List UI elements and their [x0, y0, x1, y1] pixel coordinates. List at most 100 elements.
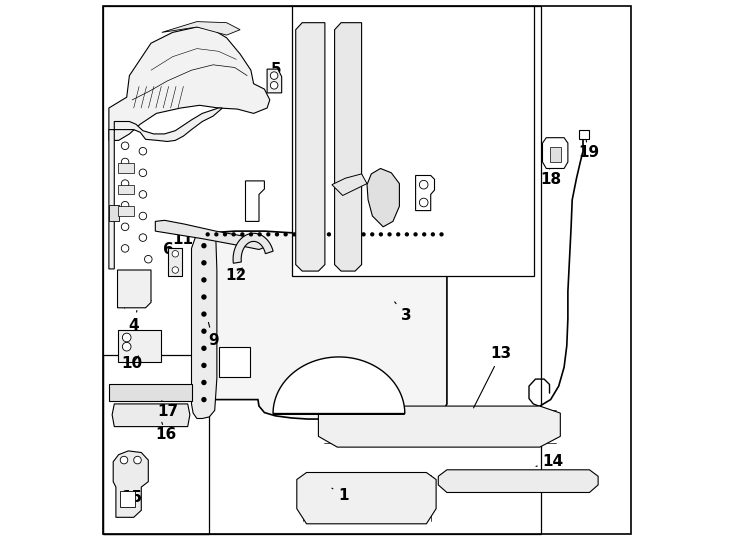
Polygon shape	[117, 270, 151, 308]
Polygon shape	[117, 330, 161, 362]
Circle shape	[121, 223, 129, 231]
Circle shape	[201, 363, 206, 368]
Polygon shape	[156, 220, 264, 249]
Text: 9: 9	[208, 322, 219, 348]
Polygon shape	[112, 404, 190, 427]
Circle shape	[201, 243, 206, 248]
Polygon shape	[233, 233, 273, 264]
Polygon shape	[273, 357, 404, 414]
Circle shape	[206, 232, 210, 237]
Polygon shape	[109, 205, 119, 221]
Circle shape	[404, 232, 409, 237]
Text: 17: 17	[158, 401, 179, 419]
Circle shape	[249, 232, 253, 237]
Circle shape	[310, 232, 313, 237]
Circle shape	[201, 328, 206, 334]
Polygon shape	[245, 181, 264, 221]
Bar	[120, 491, 135, 507]
Text: 19: 19	[578, 140, 599, 160]
Circle shape	[139, 234, 147, 241]
Circle shape	[123, 342, 131, 351]
Text: 16: 16	[156, 422, 177, 442]
Circle shape	[139, 191, 147, 198]
Circle shape	[431, 232, 435, 237]
Polygon shape	[415, 176, 435, 211]
Circle shape	[388, 232, 392, 237]
Circle shape	[201, 397, 206, 402]
Circle shape	[172, 267, 178, 273]
Circle shape	[379, 232, 383, 237]
Circle shape	[318, 232, 322, 237]
Polygon shape	[296, 23, 325, 271]
Circle shape	[214, 232, 219, 237]
Circle shape	[258, 232, 262, 237]
Circle shape	[121, 245, 129, 252]
Circle shape	[139, 147, 147, 155]
Circle shape	[440, 232, 443, 237]
Bar	[117, 185, 134, 194]
Circle shape	[201, 346, 206, 351]
Circle shape	[270, 72, 278, 79]
Text: 4: 4	[128, 310, 139, 333]
Circle shape	[266, 232, 271, 237]
Polygon shape	[192, 233, 217, 418]
Circle shape	[223, 232, 228, 237]
Circle shape	[145, 255, 152, 263]
Text: 5: 5	[271, 62, 282, 77]
Circle shape	[201, 277, 206, 282]
Circle shape	[327, 232, 331, 237]
Circle shape	[121, 180, 129, 187]
Circle shape	[121, 142, 129, 150]
Circle shape	[353, 232, 357, 237]
Text: 14: 14	[536, 454, 564, 469]
Circle shape	[172, 251, 178, 257]
Circle shape	[292, 232, 297, 237]
Bar	[117, 163, 134, 173]
Circle shape	[201, 294, 206, 300]
Polygon shape	[367, 168, 399, 227]
Polygon shape	[113, 451, 148, 517]
Polygon shape	[335, 23, 362, 271]
Circle shape	[335, 232, 340, 237]
Polygon shape	[109, 108, 222, 269]
Text: 2: 2	[444, 145, 510, 231]
Polygon shape	[109, 27, 270, 140]
Circle shape	[370, 232, 374, 237]
Bar	[103, 6, 541, 534]
Polygon shape	[267, 69, 282, 93]
Circle shape	[139, 212, 147, 220]
Circle shape	[344, 232, 349, 237]
Polygon shape	[542, 138, 568, 168]
Circle shape	[283, 232, 288, 237]
Circle shape	[275, 232, 279, 237]
Circle shape	[270, 82, 278, 89]
Circle shape	[121, 158, 129, 166]
Text: 10: 10	[122, 356, 142, 372]
Circle shape	[422, 232, 426, 237]
Polygon shape	[161, 22, 240, 35]
Circle shape	[231, 232, 236, 237]
Circle shape	[361, 232, 366, 237]
Polygon shape	[297, 472, 436, 524]
Polygon shape	[332, 174, 367, 195]
Bar	[550, 147, 562, 162]
Polygon shape	[319, 406, 560, 447]
Bar	[219, 347, 250, 377]
Circle shape	[201, 312, 206, 317]
Circle shape	[139, 169, 147, 177]
Text: 11: 11	[172, 231, 197, 247]
Text: 15: 15	[122, 490, 142, 505]
Text: 1: 1	[332, 488, 349, 503]
Polygon shape	[109, 384, 192, 401]
Text: 18: 18	[540, 168, 562, 187]
Circle shape	[301, 232, 305, 237]
Text: 8: 8	[354, 186, 364, 205]
Text: 12: 12	[225, 268, 247, 283]
Circle shape	[201, 380, 206, 385]
Polygon shape	[204, 231, 447, 419]
Circle shape	[419, 180, 428, 189]
Circle shape	[123, 333, 131, 342]
Text: 6: 6	[163, 242, 174, 257]
Bar	[103, 355, 208, 534]
Circle shape	[120, 456, 128, 464]
